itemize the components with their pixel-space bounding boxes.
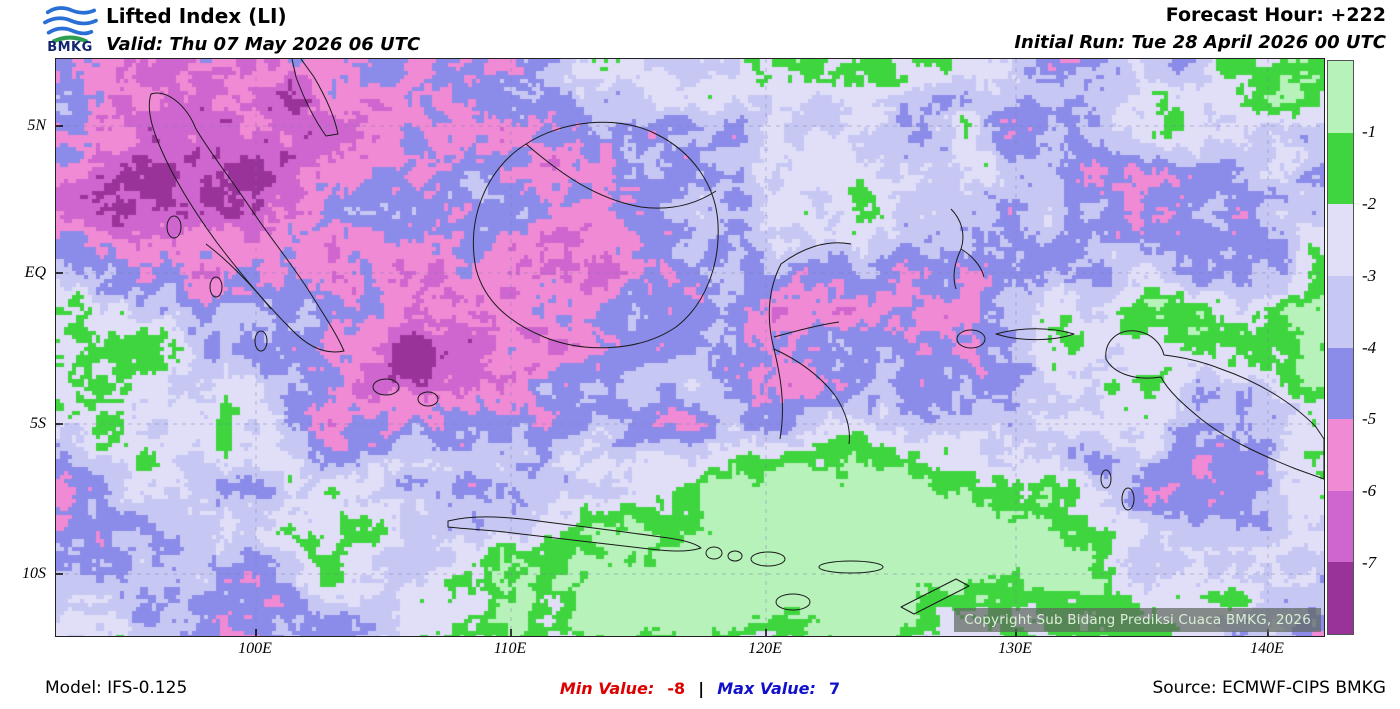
legend-tick-label: -7 [1362,553,1377,572]
island-outline [209,276,223,298]
island-outline [773,321,840,338]
island-outline [768,242,852,440]
max-value: 7 [828,679,841,698]
lat-label-5n: 5N [27,117,46,134]
legend-swatch [1328,562,1353,634]
lon-label-130e: 130E [998,640,1032,657]
island-outline [254,330,268,352]
legend-swatch [1328,419,1353,491]
island-outline [705,546,723,560]
legend-tick-label: -5 [1362,409,1377,428]
legend-swatch [1328,61,1353,133]
legend-tick-label: -2 [1362,194,1377,213]
source-label: Source: ECMWF-CIPS BMKG [1152,678,1386,698]
color-legend [1327,60,1354,635]
lat-label-5s: 5S [30,415,46,432]
model-label: Model: IFS-0.125 [45,678,188,698]
island-outline [372,378,400,396]
bmkg-logo-text: BMKG [47,40,93,55]
coastlines [148,59,1324,615]
island-outline [525,143,717,209]
valid-time: Valid: Thu 07 May 2026 06 UTC [106,34,421,55]
island-outline [148,92,345,353]
legend-swatch [1328,204,1353,276]
island-outline [417,391,439,407]
legend-tick-label: -6 [1362,481,1377,500]
island-outline [447,516,702,552]
island-outline [166,215,182,239]
legend-swatch [1328,275,1353,348]
legend-swatch [1328,490,1353,563]
island-outline [773,348,850,445]
legend-swatch [1328,347,1353,420]
li-field-canvas [56,59,1324,636]
graticule [56,59,1324,636]
header-right-block: Forecast Hour: +222 Initial Run: Tue 28 … [1014,4,1386,53]
page-title: Lifted Index (LI) [106,4,287,28]
legend-swatch [1328,132,1353,205]
island-outline [775,593,811,611]
map-area: Copyright Sub Bidang Prediksi Cuaca BMKG… [55,58,1325,637]
island-outline [1121,487,1135,511]
map-overlay [56,59,1324,636]
island-outline [291,59,339,137]
island-outline [950,208,985,290]
lon-label-100e: 100E [238,640,272,657]
lon-label-140e: 140E [1250,640,1284,657]
island-outline [1105,330,1324,480]
island-outline [205,243,272,310]
island-outline [750,551,786,567]
copyright-badge: Copyright Sub Bidang Prediksi Cuaca BMKG… [954,608,1321,632]
island-outline [818,560,884,574]
island-outline [995,328,1075,341]
separator: | [698,679,705,698]
legend-tick-label: -4 [1362,338,1377,357]
legend-tick-label: -3 [1362,266,1377,285]
axis-ticks [56,125,1269,636]
min-max-values: Min Value: -8 | Max Value: 7 [560,679,840,698]
bmkg-logo [42,3,98,55]
island-outline [900,578,970,615]
legend-tick-label: -1 [1362,122,1377,141]
lon-label-120e: 120E [748,640,782,657]
island-outline [472,121,719,349]
min-value: -8 [667,679,686,698]
forecast-hour: Forecast Hour: +222 [1165,4,1386,26]
island-outline [1100,469,1112,489]
header-title-block: Lifted Index (LI) Valid: Thu 07 May 2026… [106,4,420,55]
initial-run: Initial Run: Tue 28 April 2026 00 UTC [1014,32,1386,53]
island-outline [727,550,743,562]
lat-label-10s: 10S [22,565,46,582]
lat-label-eq: EQ [24,264,46,281]
lon-label-110e: 110E [493,640,527,657]
max-value-label: Max Value: [717,679,816,698]
island-outline [956,329,986,349]
bmkg-logo-graphic [43,6,98,43]
min-value-label: Min Value: [559,679,655,698]
